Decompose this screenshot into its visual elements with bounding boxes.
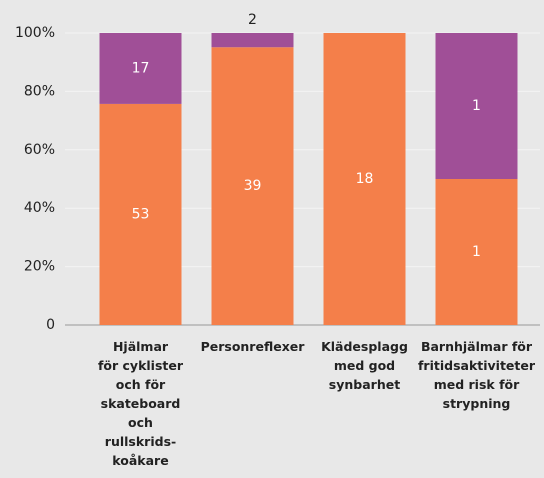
bar-segment (211, 47, 294, 326)
data-label: 2 (248, 12, 257, 28)
x-tick-label: Barnhjälmar för fritidsaktiviteter med r… (417, 339, 536, 411)
bar-segment (435, 179, 518, 325)
data-label: 1 (472, 244, 481, 260)
y-tick-label: 20% (24, 259, 55, 275)
bar-segment (323, 33, 406, 325)
bar-segment (99, 103, 182, 326)
bar-segment (211, 33, 294, 48)
bar-segment (99, 33, 182, 104)
y-tick-label: 100% (15, 25, 55, 41)
data-label: 18 (356, 171, 374, 187)
data-label: 39 (244, 178, 262, 194)
y-tick-label: 80% (24, 83, 55, 99)
y-tick-label: 0 (46, 317, 55, 333)
y-tick-label: 60% (24, 142, 55, 158)
y-tick-label: 40% (24, 200, 55, 216)
x-tick-label: Klädesplagg med god synbarhet (321, 339, 408, 392)
data-label: 53 (132, 206, 150, 222)
x-tick-label: Personreflexer (200, 339, 305, 354)
data-label: 17 (132, 60, 150, 76)
x-tick-label: Hjälmar för cyklister och för skateboard… (97, 339, 184, 468)
bar-segment (435, 33, 518, 179)
data-label: 1 (472, 98, 481, 114)
